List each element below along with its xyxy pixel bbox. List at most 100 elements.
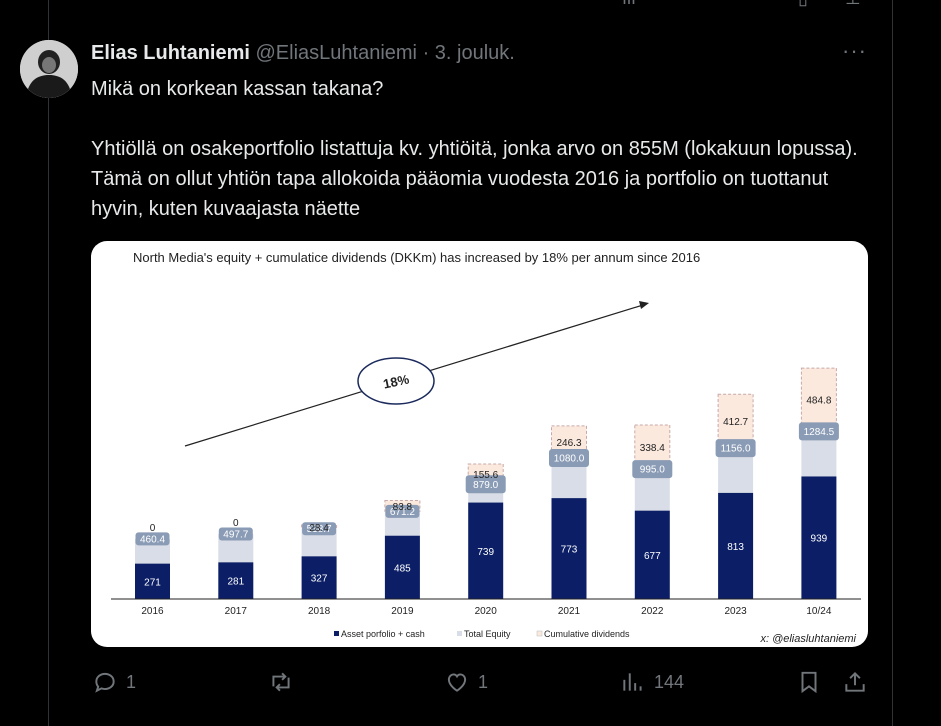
equity-value-box (465, 475, 506, 494)
asset-value-label: 939 (811, 534, 828, 545)
asset-bar-segment (718, 492, 754, 599)
tweet-image[interactable]: North Media's equity + cumulatice divide… (91, 241, 868, 647)
dividend-bar-segment (800, 367, 837, 432)
author-handle[interactable]: @EliasLuhtaniemi (255, 42, 418, 64)
prev-share-icon[interactable]: ⊥ (845, 0, 861, 9)
asset-bar-segment (634, 510, 670, 599)
bookmark-icon (801, 671, 817, 694)
asset-value-label: 327 (311, 574, 328, 585)
asset-value-label: 813 (727, 542, 744, 553)
legend-swatch-equity (457, 631, 462, 636)
equity-value-box (798, 422, 839, 441)
bookmark-button[interactable] (796, 662, 822, 702)
tweet-header: Elias Luhtaniemi @EliasLuhtaniemi · 3. j… (91, 42, 515, 65)
x-tick-label: 2019 (391, 606, 414, 617)
dividend-value-label: 484.8 (806, 396, 831, 407)
growth-badge (357, 357, 435, 405)
like-button[interactable]: 1 (444, 662, 488, 702)
dividend-value-label: 0 (150, 523, 156, 534)
asset-bar-segment (551, 498, 587, 599)
retweet-icon (272, 672, 290, 692)
equity-value-label: 1284.5 (804, 427, 835, 438)
chart-title: North Media's equity + cumulatice divide… (133, 250, 700, 265)
legend-swatch-asset (334, 631, 339, 636)
equity-value-label: 460.4 (140, 534, 165, 545)
like-count: 1 (478, 671, 489, 692)
share-button[interactable] (842, 662, 868, 702)
dividend-value-label: 246.3 (556, 438, 581, 449)
x-tick-label: 2016 (141, 606, 164, 617)
trend-arrow-head (639, 301, 649, 309)
legend-swatch-dividends (536, 630, 543, 637)
avatar[interactable] (20, 40, 78, 98)
views-count: 144 (654, 671, 685, 692)
equity-value-label: 671.2 (390, 507, 415, 518)
equity-value-label: 497.7 (223, 530, 248, 541)
equity-value-label: 995.0 (640, 465, 665, 476)
legend-label-equity: Total Equity (464, 629, 511, 639)
avatar-image (20, 40, 78, 98)
x-tick-label: 2018 (308, 606, 331, 617)
heart-icon (447, 673, 467, 692)
x-tick-label: 2017 (225, 606, 248, 617)
prev-bookmark-icon[interactable]: ▯ (798, 0, 808, 9)
tweet-text: Mikä on korkean kassan takana? Yhtiöllä … (91, 74, 881, 224)
tweet-actions: 1 1 144 (0, 662, 941, 702)
tweet-date[interactable]: 3. jouluk. (434, 42, 515, 64)
tweet-paragraph-1: Mikä on korkean kassan takana? (91, 78, 384, 100)
header-separator: · (422, 42, 430, 64)
equity-chart: North Media's equity + cumulatice divide… (111, 250, 861, 645)
x-tick-label: 2021 (558, 606, 581, 617)
chart-bars: 271460.40281497.70327538.728.4485671.283… (135, 367, 839, 599)
author-name[interactable]: Elias Luhtaniemi (91, 42, 250, 64)
previous-tweet-actions: ⌒ ılı ▯ ⊥ (0, 0, 941, 12)
x-tick-labels: 2016 2017 2018 2019 2020 2021 2022 2023 10/24 (141, 606, 831, 617)
equity-value-label: 879.0 (473, 480, 498, 491)
x-tick-label: 10/24 (806, 606, 831, 617)
chart-legend: Asset porfolio + cash Total Equity Cumul… (334, 629, 630, 639)
equity-value-box (218, 527, 253, 541)
asset-bar-segment (801, 476, 837, 599)
equity-value-label: 538.7 (307, 524, 332, 535)
equity-value-label: 1080.0 (554, 454, 585, 465)
asset-bar-segment (301, 556, 337, 599)
reply-icon (95, 672, 115, 693)
reply-count: 1 (126, 671, 137, 692)
growth-badge-label: 18% (382, 371, 411, 391)
more-options-icon[interactable]: ··· (842, 38, 867, 63)
prev-reply-icon[interactable]: ⌒ (94, 0, 112, 12)
equity-value-box (302, 522, 337, 536)
dividend-value-label: 83.8 (393, 502, 413, 513)
equity-value-box (549, 449, 589, 468)
asset-value-label: 485 (394, 563, 411, 574)
asset-bar-segment (218, 562, 254, 599)
reply-button[interactable]: 1 (92, 662, 136, 702)
chart-watermark: x: @eliasluhtaniemi (759, 633, 856, 645)
asset-value-label: 281 (227, 577, 244, 588)
equity-value-box (715, 439, 756, 458)
thread-left-border (48, 0, 49, 726)
dividend-value-label: 412.7 (723, 417, 748, 428)
dividend-value-label: 0 (233, 518, 239, 529)
share-icon (845, 671, 865, 692)
thread-right-border (892, 0, 893, 726)
x-tick-label: 2023 (724, 606, 747, 617)
asset-bar-segment (468, 502, 504, 599)
views-button[interactable]: 144 (620, 662, 684, 702)
x-tick-label: 2022 (641, 606, 664, 617)
equity-value-box (632, 460, 673, 479)
asset-bar-segment (384, 535, 420, 599)
equity-value-label: 1156.0 (721, 444, 751, 455)
equity-value-box (135, 532, 170, 546)
asset-value-label: 271 (144, 577, 161, 588)
x-tick-label: 2020 (475, 606, 498, 617)
asset-bar-segment (135, 563, 170, 599)
legend-label-asset: Asset porfolio + cash (341, 629, 425, 639)
prev-views-icon[interactable]: ılı (622, 0, 636, 9)
retweet-button[interactable] (268, 662, 302, 702)
tweet-paragraph-2: Yhtiöllä on osakeportfolio listattuja kv… (91, 138, 858, 220)
views-icon (623, 673, 642, 691)
equity-value-box (385, 504, 420, 518)
legend-label-dividends: Cumulative dividends (544, 629, 630, 639)
dividend-value-label: 155.6 (473, 470, 498, 481)
